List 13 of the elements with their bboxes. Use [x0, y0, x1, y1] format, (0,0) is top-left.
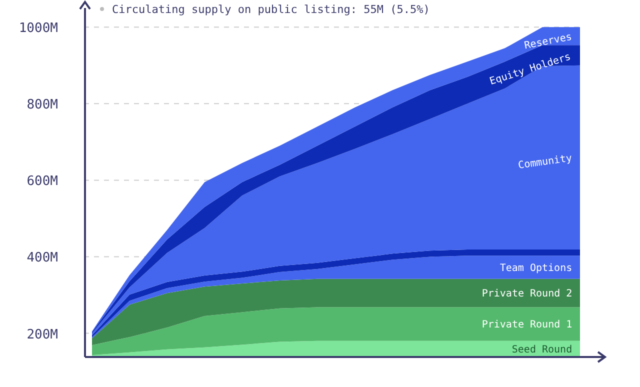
series-label: Team Options: [500, 262, 572, 274]
series-label: Reserves: [524, 32, 573, 52]
series-label: Private Round 1: [482, 320, 572, 331]
series-label: Private Round 2: [482, 288, 572, 300]
series-label: Seed Round: [512, 344, 572, 356]
y-tick-label: 400M: [26, 250, 58, 266]
annotation: Circulating supply on public listing: 55M (5.5%): [112, 3, 430, 16]
y-tick-label: 800M: [26, 98, 58, 113]
series-label: Equity Holders: [488, 52, 572, 88]
y-tick-label: 200M: [26, 327, 58, 342]
y-tick-label: 600M: [26, 174, 58, 190]
y-tick-label: 1000M: [18, 21, 58, 36]
series-label: Community: [518, 153, 573, 172]
